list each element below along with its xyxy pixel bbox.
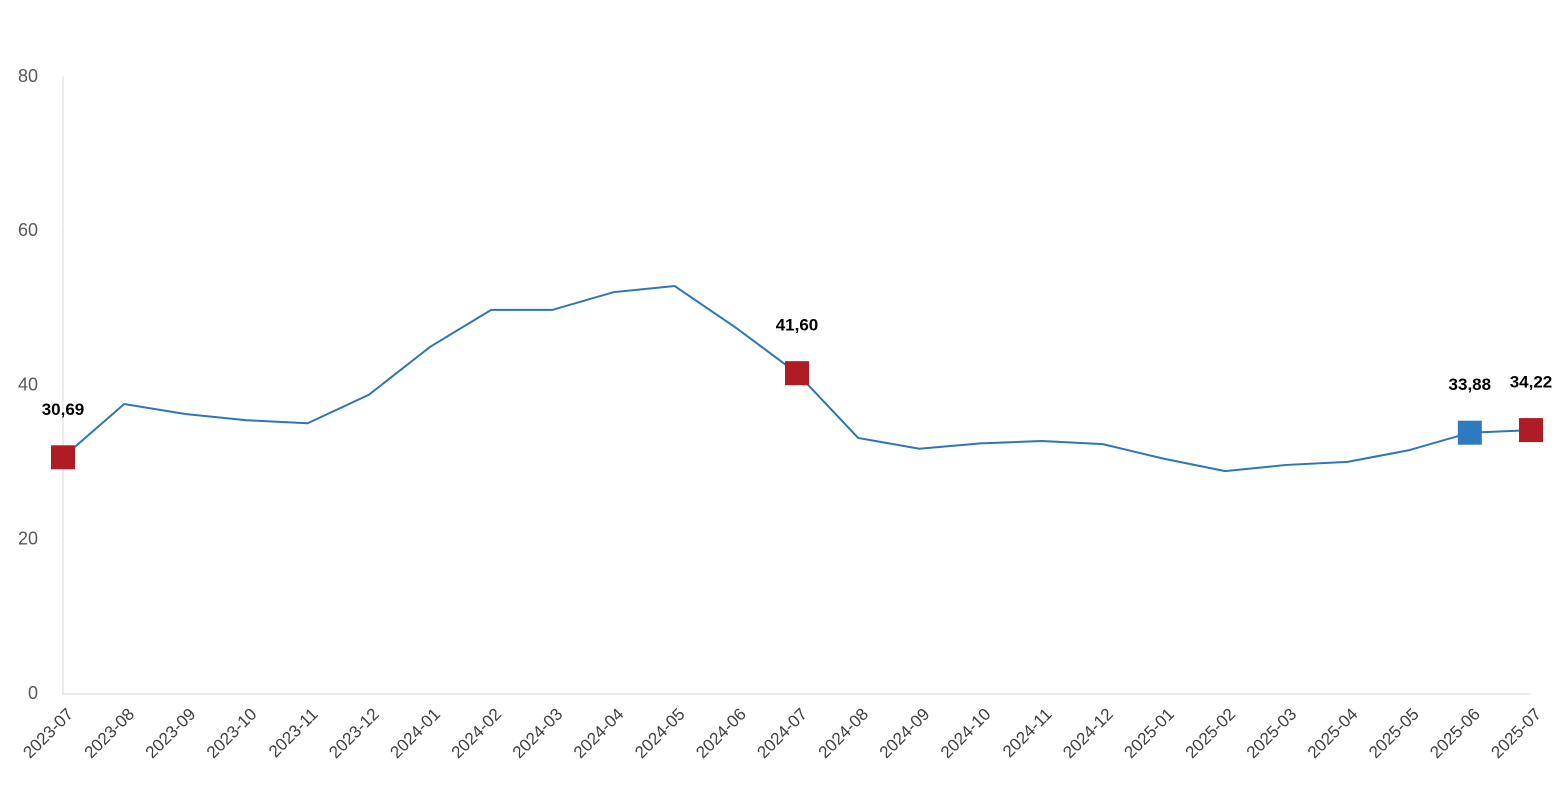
x-tick-label: 2023-10: [203, 705, 261, 763]
x-tick-label: 2025-06: [1426, 705, 1484, 763]
y-tick-label: 40: [18, 374, 38, 394]
y-tick-label: 60: [18, 220, 38, 240]
y-tick-label: 0: [28, 683, 38, 703]
x-tick-label: 2025-07: [1487, 705, 1545, 763]
x-tick-label: 2025-03: [1243, 705, 1301, 763]
y-tick-label: 20: [18, 529, 38, 549]
x-tick-label: 2024-04: [570, 705, 628, 763]
data-label: 30,69: [42, 400, 85, 419]
x-tick-label: 2024-06: [692, 705, 750, 763]
marker: [1457, 420, 1482, 445]
y-tick-label: 80: [18, 66, 38, 86]
x-tick-label: 2024-11: [999, 705, 1056, 762]
x-tick-label: 2025-05: [1365, 705, 1423, 763]
x-tick-label: 2023-09: [142, 705, 200, 763]
x-tick-label: 2024-08: [815, 705, 873, 763]
marker: [51, 445, 75, 470]
x-tick-label: 2025-02: [1182, 705, 1240, 763]
x-tick-label: 2024-02: [448, 705, 506, 763]
x-tick-label: 2024-10: [937, 705, 995, 763]
data-label: 41,60: [776, 316, 819, 335]
x-tick-label: 2024-03: [509, 705, 567, 763]
marker: [1519, 418, 1543, 443]
x-tick-label: 2025-01: [1120, 705, 1178, 763]
x-tick-label: 2024-09: [876, 705, 934, 763]
x-tick-label: 2023-12: [325, 705, 383, 763]
x-tick-label: 2025-04: [1304, 705, 1362, 763]
x-tick-label: 2024-12: [1059, 705, 1117, 763]
data-label: 34,22: [1510, 373, 1553, 392]
x-tick-label: 2024-07: [753, 705, 811, 763]
x-tick-label: 2023-07: [19, 705, 77, 763]
x-tick-label: 2023-08: [81, 705, 139, 763]
x-tick-label: 2024-05: [631, 705, 689, 763]
x-tick-label: 2024-01: [386, 705, 444, 763]
x-tick-label: 2023-11: [265, 705, 322, 762]
data-label: 33,88: [1449, 375, 1492, 394]
marker: [785, 361, 809, 386]
